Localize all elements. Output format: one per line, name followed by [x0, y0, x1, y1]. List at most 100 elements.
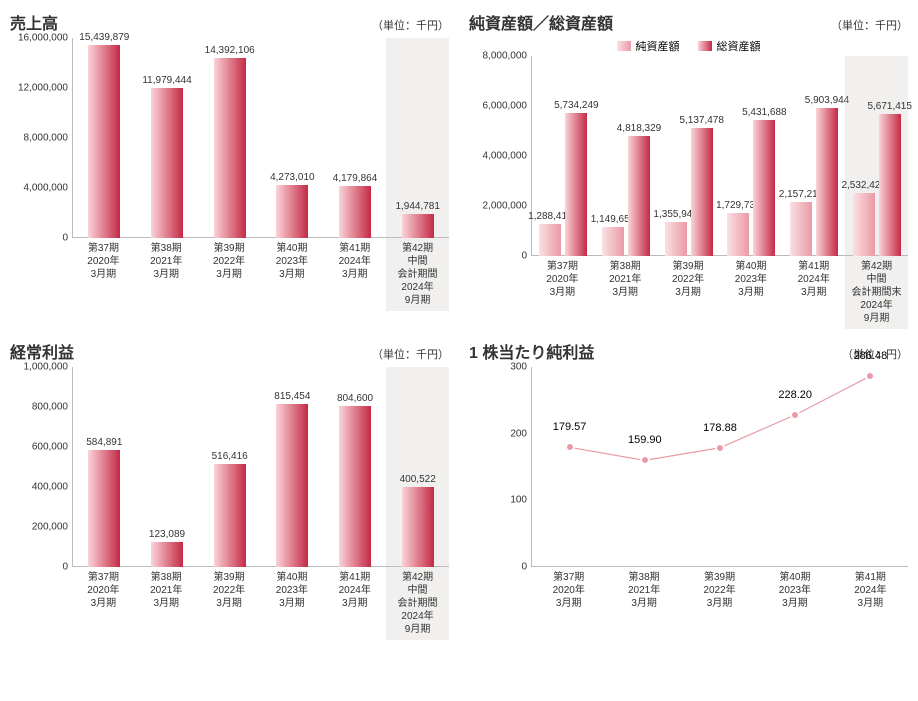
y-axis: 0100200300 — [469, 367, 531, 567]
bar-value-label: 5,671,415 — [867, 101, 912, 112]
x-label: 第41期 2024年 3月期 — [782, 256, 845, 329]
x-label: 第40期 2023年 3月期 — [757, 567, 832, 614]
bar-group: 1,729,7365,431,688 — [720, 56, 783, 256]
bar-value-label: 5,734,249 — [554, 100, 599, 111]
bar: 1,288,417 — [539, 224, 561, 256]
bar-value-label: 4,179,864 — [333, 173, 378, 184]
sales-unit: （単位：千円） — [372, 17, 449, 33]
x-label: 第37期 2020年 3月期 — [531, 256, 594, 329]
bar-group: 2,532,4295,671,415 — [845, 56, 908, 256]
x-label: 第40期 2023年 3月期 — [260, 567, 323, 640]
line-value-label: 228.20 — [778, 389, 812, 401]
bar-group: 4,179,864 — [324, 38, 387, 238]
y-tick: 400,000 — [32, 482, 68, 493]
bar: 2,157,214 — [790, 202, 812, 256]
bar-group: 11,979,444 — [136, 38, 199, 238]
bar: 5,734,249 — [565, 113, 587, 256]
bar-value-label: 5,137,478 — [679, 115, 724, 126]
x-axis: 第37期 2020年 3月期第38期 2021年 3月期第39期 2022年 3… — [72, 238, 449, 311]
bar-value-label: 11,979,444 — [142, 75, 191, 86]
bar-value-label: 123,089 — [149, 529, 185, 540]
ordinary-income-chart-panel: 経常利益（単位：千円）0200,000400,000600,000800,000… — [10, 339, 449, 640]
bar-value-label: 804,600 — [337, 393, 373, 404]
x-axis: 第37期 2020年 3月期第38期 2021年 3月期第39期 2022年 3… — [531, 567, 908, 614]
bar: 4,273,010 — [276, 185, 308, 238]
line-marker — [565, 442, 575, 452]
bar-group: 123,089 — [136, 367, 199, 567]
bar: 11,979,444 — [151, 88, 183, 238]
bar: 4,818,329 — [628, 136, 650, 256]
ordinary-unit: （単位：千円） — [372, 346, 449, 362]
x-axis: 第37期 2020年 3月期第38期 2021年 3月期第39期 2022年 3… — [531, 256, 908, 329]
legend-label: 純資産額 — [636, 38, 680, 54]
eps-plot: 179.57159.90178.88228.20286.48 — [531, 367, 908, 567]
bar-group: 804,600 — [324, 367, 387, 567]
x-label: 第37期 2020年 3月期 — [72, 567, 135, 640]
y-tick: 300 — [510, 362, 527, 373]
y-tick: 800,000 — [32, 402, 68, 413]
bar-value-label: 584,891 — [86, 437, 122, 448]
bar: 1,355,946 — [665, 222, 687, 256]
y-tick: 200,000 — [32, 522, 68, 533]
bar: 516,416 — [214, 464, 246, 567]
bar: 14,392,106 — [214, 58, 246, 238]
x-label: 第38期 2021年 3月期 — [594, 256, 657, 329]
y-tick: 0 — [62, 562, 68, 573]
x-label: 第38期 2021年 3月期 — [135, 567, 198, 640]
x-label: 第39期 2022年 3月期 — [198, 567, 261, 640]
line-value-label: 286.48 — [854, 350, 888, 362]
eps-title: 1 株当たり純利益 — [469, 339, 594, 363]
bar-group: 1,944,781 — [386, 38, 449, 238]
bar-group: 584,891 — [73, 367, 136, 567]
y-tick: 4,000,000 — [24, 183, 69, 194]
x-label: 第38期 2021年 3月期 — [606, 567, 681, 614]
x-label: 第39期 2022年 3月期 — [198, 238, 261, 311]
y-tick: 200 — [510, 428, 527, 439]
bar-value-label: 1,944,781 — [395, 201, 440, 212]
bar-group: 4,273,010 — [261, 38, 324, 238]
y-tick: 8,000,000 — [24, 133, 69, 144]
assets-legend: 純資産額 総資産額 — [469, 38, 908, 54]
y-tick: 16,000,000 — [18, 33, 68, 44]
x-label: 第39期 2022年 3月期 — [682, 567, 757, 614]
bar: 1,944,781 — [402, 214, 434, 238]
bar: 804,600 — [339, 406, 371, 567]
line-marker — [715, 443, 725, 453]
bar: 1,149,656 — [602, 227, 624, 256]
assets-plot: 1,288,4175,734,2491,149,6564,818,3291,35… — [531, 56, 908, 256]
x-label: 第40期 2023年 3月期 — [260, 238, 323, 311]
bar-value-label: 5,903,944 — [805, 95, 850, 106]
bar-group: 1,288,4175,734,249 — [532, 56, 595, 256]
bar: 5,137,478 — [691, 128, 713, 256]
sales-plot: 15,439,879 11,979,444 14,392,106 4,273,010 4… — [72, 38, 449, 238]
y-tick: 1,000,000 — [24, 362, 69, 373]
x-label: 第42期 中間 会計期間 2024年 9月期 — [386, 567, 449, 640]
y-tick: 12,000,000 — [18, 83, 68, 94]
bar: 400,522 — [402, 487, 434, 567]
ordinary-plot: 584,891 123,089 516,416 815,454 804,600 400,5… — [72, 367, 449, 567]
x-label: 第42期 中間 会計期間 2024年 9月期 — [386, 238, 449, 311]
line-series — [532, 367, 908, 567]
bar-group: 14,392,106 — [198, 38, 261, 238]
bar: 2,532,429 — [853, 193, 875, 256]
x-label: 第41期 2024年 3月期 — [323, 238, 386, 311]
bar-value-label: 400,522 — [400, 474, 436, 485]
bar-group: 815,454 — [261, 367, 324, 567]
legend-swatch — [698, 41, 712, 51]
assets-chart-panel: 純資産額／総資産額（単位：千円）純資産額総資産額02,000,0004,000,… — [469, 10, 908, 329]
legend-item: 純資産額 — [617, 38, 680, 54]
bar: 4,179,864 — [339, 186, 371, 238]
x-label: 第41期 2024年 3月期 — [323, 567, 386, 640]
bar: 1,729,736 — [727, 213, 749, 256]
legend-item: 総資産額 — [698, 38, 761, 54]
ordinary-title: 経常利益 — [10, 339, 74, 363]
bar: 123,089 — [151, 542, 183, 567]
bar-group: 1,149,6564,818,329 — [595, 56, 658, 256]
x-label: 第41期 2024年 3月期 — [833, 567, 908, 614]
line-value-label: 159.90 — [628, 434, 662, 446]
bar-group: 15,439,879 — [73, 38, 136, 238]
x-label: 第37期 2020年 3月期 — [72, 238, 135, 311]
bar: 584,891 — [88, 450, 120, 567]
eps-chart-panel: 1 株当たり純利益（単位：円）0100200300179.57159.90178… — [469, 339, 908, 640]
y-tick: 0 — [521, 251, 527, 262]
